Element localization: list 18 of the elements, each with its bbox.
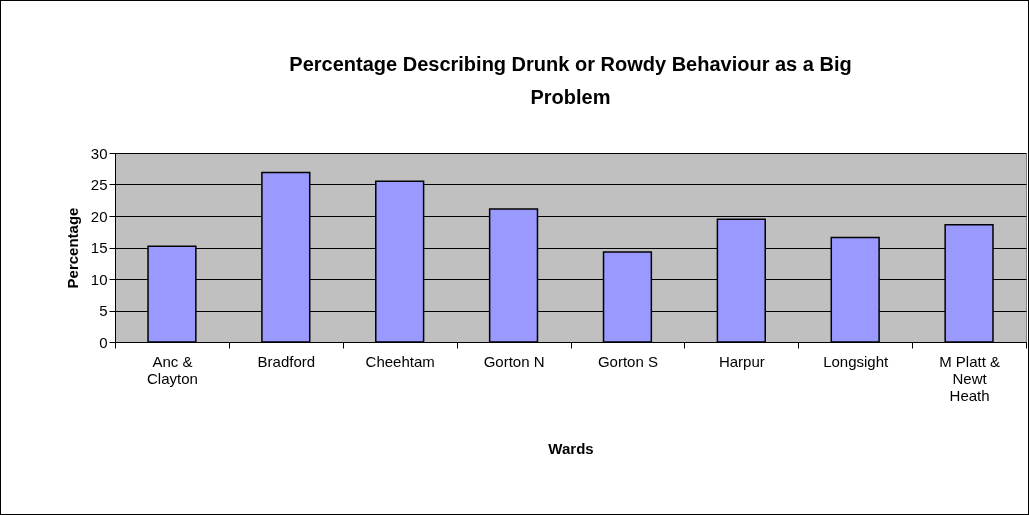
x-tick-label: Bradford [257, 352, 316, 370]
x-tick-label: Cheehtam [365, 352, 435, 370]
y-tick-label: 10 [90, 270, 108, 288]
y-tick-label: 20 [90, 207, 108, 225]
y-tick-label: 5 [99, 302, 108, 319]
y-axis-title: Percentage [63, 207, 81, 289]
y-tick-label: 30 [90, 144, 108, 162]
x-tick-label: Gorton S [597, 352, 658, 370]
x-tick-label: Harpur [718, 352, 765, 370]
x-axis-title: Wards [548, 439, 594, 457]
y-tick-label: 25 [90, 176, 108, 193]
y-tick-label: 0 [99, 333, 108, 351]
x-tick-label: Longsight [823, 352, 890, 370]
y-tick-label: 15 [90, 239, 108, 256]
x-tick-label: Gorton N [483, 352, 545, 370]
chart-title: Percentage Describing Drunk or Rowdy Behaviour as a Big Problem [289, 53, 852, 108]
x-tick-label: M Platt & Newt Heath [939, 352, 1000, 404]
x-tick-label: Anc & Clayton [147, 352, 198, 387]
